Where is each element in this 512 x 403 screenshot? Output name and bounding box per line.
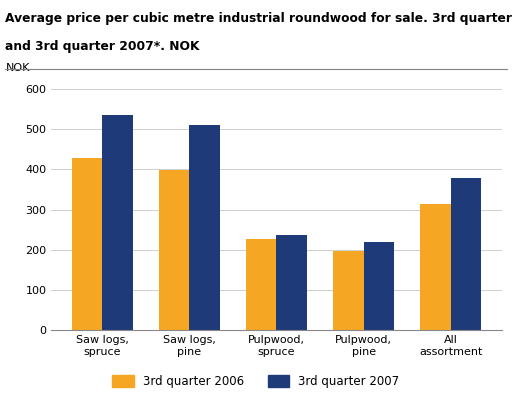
Text: and 3rd quarter 2007*. NOK: and 3rd quarter 2007*. NOK [5,40,200,53]
Legend: 3rd quarter 2006, 3rd quarter 2007: 3rd quarter 2006, 3rd quarter 2007 [108,371,404,393]
Text: NOK: NOK [6,63,31,73]
Bar [451,178,481,330]
Bar [364,242,394,330]
Bar [72,158,102,330]
Bar [276,235,307,330]
Bar [189,125,220,330]
Bar [102,115,133,330]
Text: Average price per cubic metre industrial roundwood for sale. 3rd quarter 2006*: Average price per cubic metre industrial… [5,12,512,25]
Bar [333,251,364,330]
Bar [420,204,451,330]
Bar [246,239,276,330]
Bar [159,170,189,330]
